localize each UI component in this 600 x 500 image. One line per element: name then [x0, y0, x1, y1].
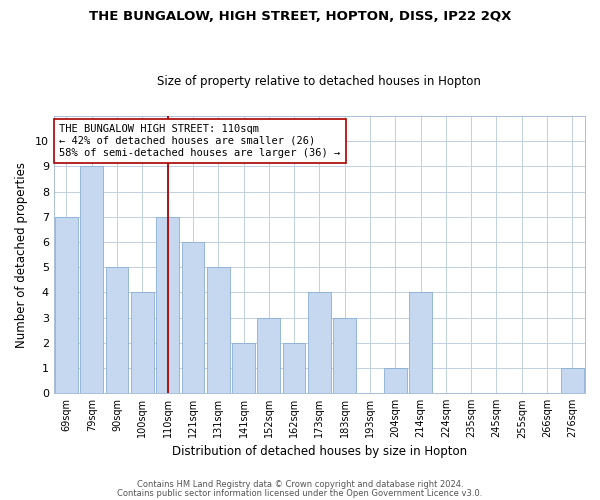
Bar	[232, 343, 255, 393]
Bar	[384, 368, 407, 393]
Bar	[207, 267, 230, 393]
Y-axis label: Number of detached properties: Number of detached properties	[15, 162, 28, 348]
Bar	[106, 267, 128, 393]
Bar	[156, 217, 179, 393]
Bar	[257, 318, 280, 393]
Bar	[55, 217, 78, 393]
Bar	[561, 368, 584, 393]
Text: Contains HM Land Registry data © Crown copyright and database right 2024.: Contains HM Land Registry data © Crown c…	[137, 480, 463, 489]
Text: Contains public sector information licensed under the Open Government Licence v3: Contains public sector information licen…	[118, 488, 482, 498]
Bar	[283, 343, 305, 393]
X-axis label: Distribution of detached houses by size in Hopton: Distribution of detached houses by size …	[172, 444, 467, 458]
Bar	[182, 242, 205, 393]
Bar	[409, 292, 432, 393]
Bar	[80, 166, 103, 393]
Bar	[308, 292, 331, 393]
Text: THE BUNGALOW HIGH STREET: 110sqm
← 42% of detached houses are smaller (26)
58% o: THE BUNGALOW HIGH STREET: 110sqm ← 42% o…	[59, 124, 340, 158]
Text: THE BUNGALOW, HIGH STREET, HOPTON, DISS, IP22 2QX: THE BUNGALOW, HIGH STREET, HOPTON, DISS,…	[89, 10, 511, 23]
Bar	[334, 318, 356, 393]
Bar	[131, 292, 154, 393]
Title: Size of property relative to detached houses in Hopton: Size of property relative to detached ho…	[157, 76, 481, 88]
